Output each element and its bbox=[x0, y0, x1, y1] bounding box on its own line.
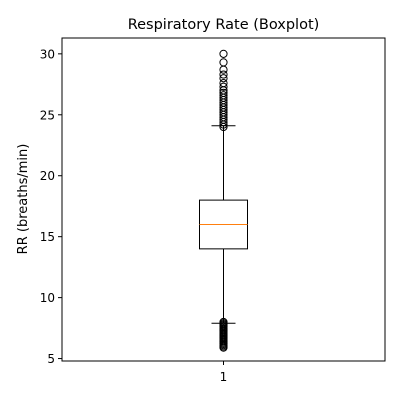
outlier-point bbox=[219, 317, 228, 327]
y-tick-label: 30 bbox=[40, 47, 55, 61]
plot-area: 5 10 15 20 25 30 1 bbox=[40, 47, 248, 384]
x-tick-label: 1 bbox=[220, 370, 228, 384]
y-axis-label: RR (breaths/min) bbox=[16, 144, 31, 255]
chart-title: Respiratory Rate (Boxplot) bbox=[128, 17, 320, 33]
outlier-point bbox=[219, 70, 228, 79]
y-tick-label: 15 bbox=[40, 230, 55, 244]
y-tick-label: 20 bbox=[40, 169, 55, 183]
y-tick-label: 5 bbox=[47, 352, 55, 366]
y-tick-label: 25 bbox=[40, 108, 55, 122]
outlier-point bbox=[219, 74, 228, 83]
axes-frame bbox=[61, 37, 386, 362]
outlier-point bbox=[219, 49, 228, 58]
outlier-point bbox=[219, 65, 228, 74]
y-tick-label: 10 bbox=[40, 291, 55, 305]
outlier-point bbox=[219, 88, 228, 97]
outlier-point bbox=[219, 78, 228, 88]
outlier-point bbox=[219, 82, 228, 91]
outlier-point bbox=[219, 91, 228, 100]
outlier-point bbox=[219, 58, 228, 67]
